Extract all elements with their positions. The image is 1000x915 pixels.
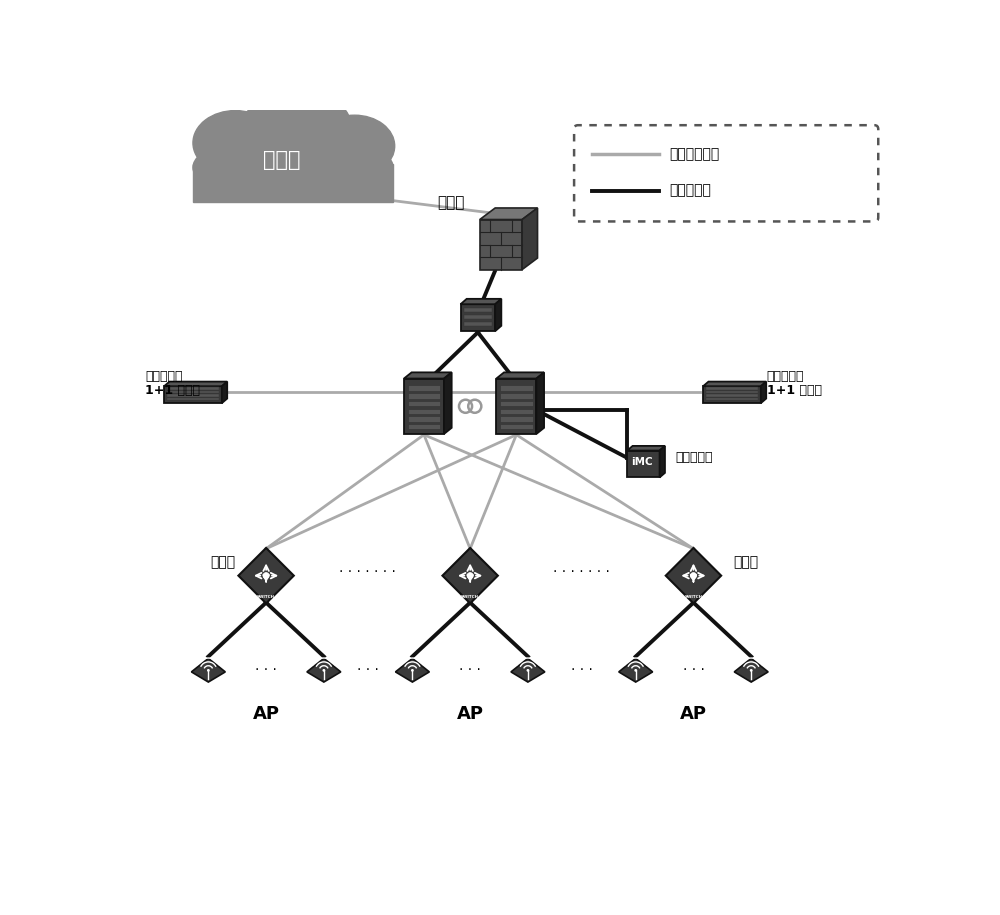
Bar [167,391,219,393]
Bar [408,416,440,422]
Bar [461,304,495,331]
Bar [627,450,660,478]
FancyBboxPatch shape [193,164,393,202]
Bar [500,424,533,429]
Bar [167,387,219,390]
Text: 1+1 热备份: 1+1 热备份 [145,383,200,396]
Text: · · ·: · · · [571,662,593,676]
Text: · · ·: · · · [683,662,704,676]
Polygon shape [734,659,768,682]
Text: iMC: iMC [631,457,653,467]
Circle shape [690,573,697,578]
Bar [500,409,533,414]
Bar [167,394,219,396]
Text: SWITCH: SWITCH [257,596,275,599]
Bar [500,385,533,391]
Circle shape [527,669,529,672]
Circle shape [263,573,269,578]
Bar [706,398,758,400]
Polygon shape [511,659,545,682]
Bar [408,393,440,399]
Bar [408,385,440,391]
Text: 无线控制器: 无线控制器 [145,371,183,383]
Circle shape [750,669,753,672]
Ellipse shape [193,111,278,176]
Circle shape [207,669,210,672]
Polygon shape [495,299,501,331]
Polygon shape [761,382,766,404]
Bar [464,315,492,318]
Text: · · ·: · · · [459,662,481,676]
Text: AP: AP [457,705,484,723]
Bar [167,398,219,400]
Polygon shape [461,299,501,304]
Circle shape [411,669,414,672]
Text: 千兆光纤钉路: 千兆光纤钉路 [669,147,719,161]
Text: 交换机: 交换机 [211,554,236,569]
Polygon shape [627,446,665,450]
Bar [408,424,440,429]
Bar [404,379,444,434]
Bar [464,307,492,312]
Circle shape [322,669,325,672]
Bar [500,401,533,406]
Ellipse shape [193,133,393,202]
Ellipse shape [241,88,352,173]
FancyBboxPatch shape [574,125,878,221]
Circle shape [634,669,637,672]
Polygon shape [164,382,227,386]
Polygon shape [522,208,538,270]
Bar [706,394,758,396]
Text: 无线控制器: 无线控制器 [767,371,804,383]
Text: 网管服务器: 网管服务器 [676,451,713,464]
Text: · · · · · · ·: · · · · · · · [553,565,610,579]
Bar [408,409,440,414]
Bar [500,416,533,422]
Polygon shape [307,659,341,682]
Bar [496,379,536,434]
Polygon shape [536,372,544,434]
Polygon shape [666,548,721,603]
Polygon shape [480,220,522,270]
Bar [706,387,758,390]
Text: 千兆双级线: 千兆双级线 [669,184,711,198]
Polygon shape [442,548,498,603]
Polygon shape [619,659,653,682]
Text: 1+1 热备份: 1+1 热备份 [767,383,822,396]
Polygon shape [444,372,452,434]
Polygon shape [660,446,665,478]
Bar [706,391,758,393]
Text: SWITCH: SWITCH [684,596,702,599]
Polygon shape [404,372,452,379]
Bar [703,386,761,404]
Text: 交换机: 交换机 [733,554,759,569]
Text: SWITCH: SWITCH [461,596,479,599]
Polygon shape [238,548,294,603]
Text: 防火墙: 防火墙 [437,195,465,210]
Text: · · · · · · ·: · · · · · · · [339,565,396,579]
Text: 广域网: 广域网 [263,150,300,170]
Polygon shape [222,382,227,404]
Polygon shape [703,382,766,386]
Text: AP: AP [253,705,280,723]
Text: AP: AP [680,705,707,723]
Bar [408,401,440,406]
Text: · · ·: · · · [357,662,379,676]
Ellipse shape [315,115,395,177]
Polygon shape [191,659,225,682]
Bar [500,393,533,399]
Text: · · ·: · · · [255,662,277,676]
Polygon shape [496,372,544,379]
Polygon shape [395,659,429,682]
Bar [164,386,222,404]
Circle shape [467,573,473,578]
Bar [464,321,492,326]
Polygon shape [480,208,538,220]
